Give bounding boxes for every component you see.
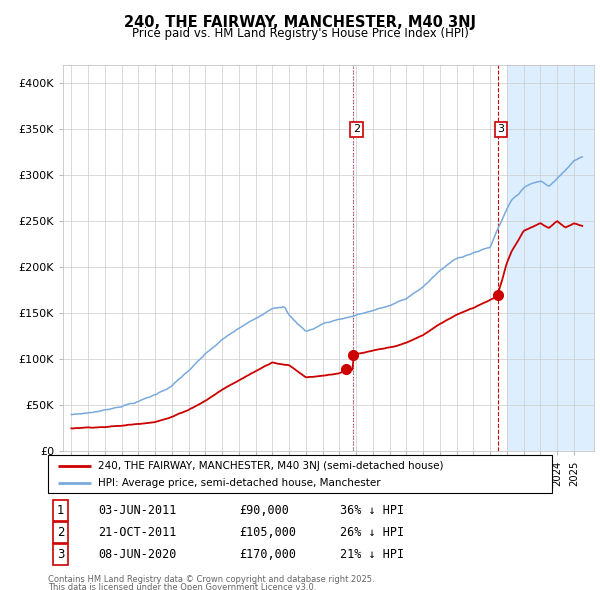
Text: £170,000: £170,000 bbox=[239, 548, 296, 560]
Text: 1: 1 bbox=[57, 504, 64, 517]
Text: 26% ↓ HPI: 26% ↓ HPI bbox=[340, 526, 404, 539]
Bar bbox=[507, 65, 594, 451]
Text: 3: 3 bbox=[57, 548, 64, 560]
Text: 240, THE FAIRWAY, MANCHESTER, M40 3NJ (semi-detached house): 240, THE FAIRWAY, MANCHESTER, M40 3NJ (s… bbox=[98, 461, 444, 471]
Text: 03-JUN-2011: 03-JUN-2011 bbox=[98, 504, 177, 517]
Text: Contains HM Land Registry data © Crown copyright and database right 2025.: Contains HM Land Registry data © Crown c… bbox=[48, 575, 374, 584]
Text: 3: 3 bbox=[497, 124, 505, 135]
Text: 240, THE FAIRWAY, MANCHESTER, M40 3NJ: 240, THE FAIRWAY, MANCHESTER, M40 3NJ bbox=[124, 15, 476, 30]
Text: HPI: Average price, semi-detached house, Manchester: HPI: Average price, semi-detached house,… bbox=[98, 478, 381, 489]
Text: 21% ↓ HPI: 21% ↓ HPI bbox=[340, 548, 404, 560]
Text: £105,000: £105,000 bbox=[239, 526, 296, 539]
Text: Price paid vs. HM Land Registry's House Price Index (HPI): Price paid vs. HM Land Registry's House … bbox=[131, 27, 469, 40]
Text: 2: 2 bbox=[353, 124, 360, 135]
Text: 08-JUN-2020: 08-JUN-2020 bbox=[98, 548, 177, 560]
Text: £90,000: £90,000 bbox=[239, 504, 289, 517]
Text: 36% ↓ HPI: 36% ↓ HPI bbox=[340, 504, 404, 517]
Text: 21-OCT-2011: 21-OCT-2011 bbox=[98, 526, 177, 539]
Text: This data is licensed under the Open Government Licence v3.0.: This data is licensed under the Open Gov… bbox=[48, 583, 316, 590]
Text: 2: 2 bbox=[57, 526, 64, 539]
FancyBboxPatch shape bbox=[48, 455, 552, 493]
